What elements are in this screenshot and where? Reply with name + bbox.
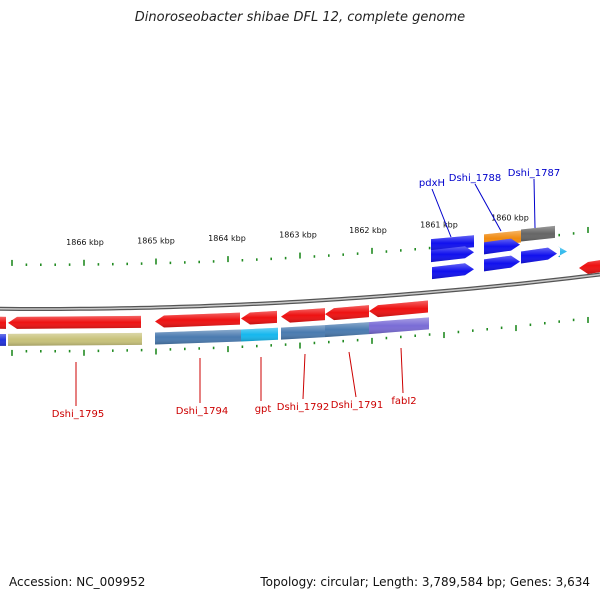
reverse-gene-arrow-dshi1795-shade [8, 315, 141, 329]
backbone-line [0, 272, 600, 311]
backbone-highlight [0, 273, 600, 310]
accession-text: Accession: NC_009952 [9, 575, 146, 589]
reverse-gene-arrow-dshi1791-shade [325, 305, 369, 321]
gene-dshi1791-leader [348, 351, 357, 398]
scale-label: 1866 kbp [66, 238, 104, 247]
label-leader-lines [75, 178, 536, 406]
forward-gene-arrow-partial-shade [558, 246, 567, 258]
scale-label: 1865 kbp [137, 237, 175, 246]
gene-dshi1787-leader [533, 178, 536, 229]
scale-label: 1862 kbp [349, 226, 387, 235]
gene-dshi1792-leader [302, 353, 306, 400]
gene-dshi1795-label: Dshi_1795 [52, 409, 104, 420]
forward-gene-arrow-pdxH-shade [431, 246, 474, 263]
cog-bar-edge-shade [0, 333, 6, 346]
gene-dshi1792-label: Dshi_1792 [277, 402, 329, 413]
cog-bar-dshi1792-shade [281, 325, 325, 340]
gene-arrows [0, 238, 600, 329]
map-title: Dinoroseobacter shibae DFL 12, complete … [134, 10, 466, 25]
gene-dshi1788-leader [474, 183, 502, 232]
genome-backbone [0, 272, 600, 311]
scale-label: 1860 kbp [491, 214, 529, 223]
reverse-gene-arrow-gpt-shade [241, 310, 277, 325]
gene-dshi1791-label: Dshi_1791 [331, 400, 383, 411]
cog-bar-dshi1795-shade [8, 332, 142, 346]
gene-fabI2-label: fabI2 [391, 396, 416, 407]
gene-labels: pdxH Dshi_1788 Dshi_1787 Dshi_1795 Dshi_1794… [52, 168, 560, 420]
forward-gene-arrow-dshi1787-shade [521, 247, 557, 264]
forward-gene-arrow-dshi1788-shade [484, 255, 520, 272]
forward-gene-arrow-upper-shade [484, 238, 520, 255]
inner-scale-ticks [11, 316, 589, 356]
scale-label: 1863 kbp [279, 231, 317, 240]
gene-fabI2-leader [400, 347, 404, 394]
cog-bar-dshi1791-shade [325, 322, 369, 338]
scale-label: 1864 kbp [208, 234, 246, 243]
reverse-gene-arrow-edge-shade [0, 316, 6, 329]
reverse-gene-arrow-dshi1792-shade [281, 308, 325, 323]
cog-bar-gpt-shade [241, 327, 278, 342]
topology-text: Topology: circular; Length: 3,789,584 bp… [260, 575, 590, 589]
gene-pdxH-leader [431, 188, 452, 238]
reverse-gene-arrow-fabI2-shade [369, 300, 428, 318]
cog-bar-dshi1787-shade [521, 225, 555, 242]
cog-bar-dshi1794-shade [155, 329, 241, 345]
gene-dshi1788-label: Dshi_1788 [449, 173, 501, 184]
scale-label: 1861 kbp [420, 220, 458, 229]
reverse-gene-arrow-right-edge-shade [579, 260, 600, 275]
gene-dshi1794-label: Dshi_1794 [176, 406, 228, 417]
reverse-gene-arrow-dshi1794-shade [155, 312, 240, 328]
gene-dshi1787-label: Dshi_1787 [508, 168, 560, 179]
scale-labels: 1866 kbp 1865 kbp 1864 kbp 1863 kbp 1862 kbp… [66, 214, 529, 247]
gene-pdxH-label: pdxH [419, 178, 445, 189]
cog-bar-fabI2-shade [369, 317, 429, 335]
gene-gpt-label: gpt [255, 404, 272, 415]
forward-gene-arrow-lower-shade [432, 263, 474, 280]
